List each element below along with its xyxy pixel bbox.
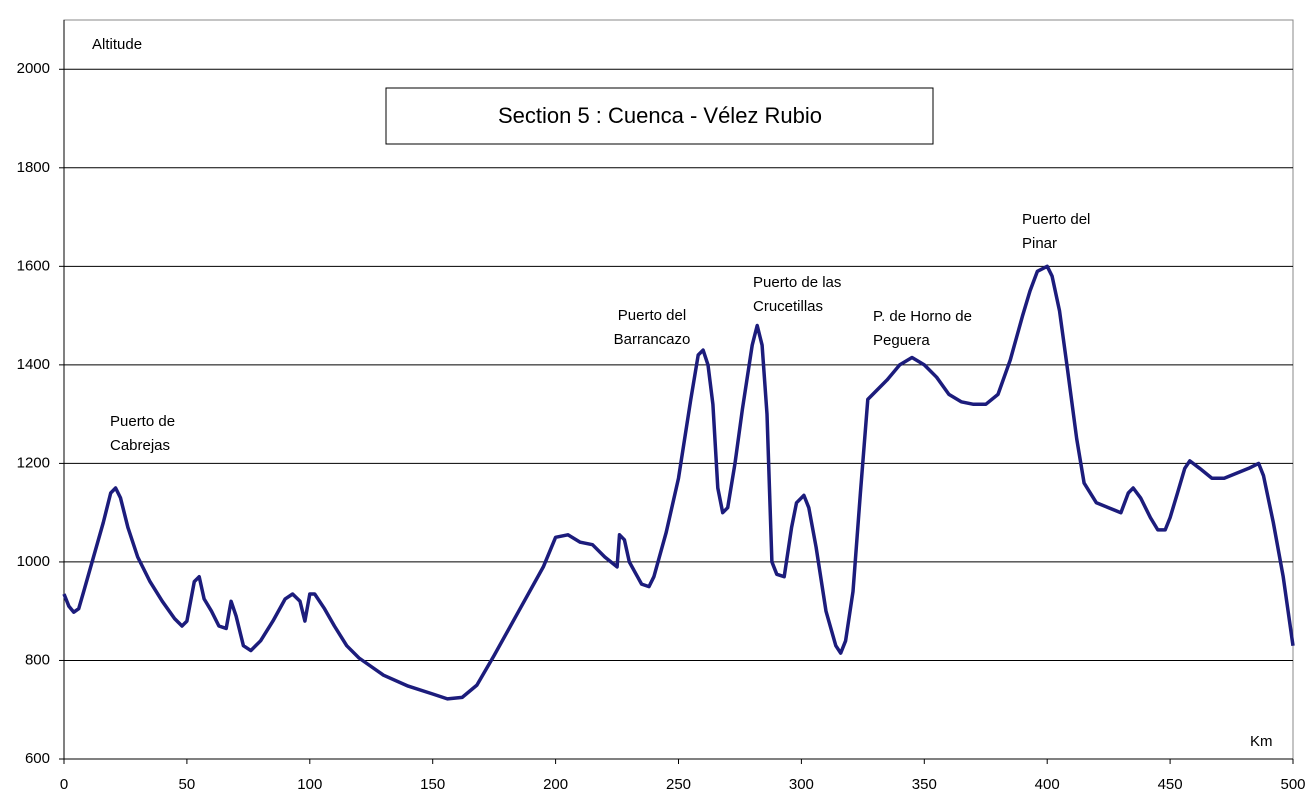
y-axis-label: Altitude <box>92 36 142 53</box>
y-tick-label: 1800 <box>17 159 50 176</box>
chart-title: Section 5 : Cuenca - Vélez Rubio <box>498 103 822 128</box>
title-box <box>385 87 934 145</box>
y-tick-label: 800 <box>25 651 50 668</box>
x-axis-label: Km <box>1250 733 1273 750</box>
x-tick-label: 100 <box>297 776 322 793</box>
x-tick-label: 350 <box>912 776 937 793</box>
x-tick-label: 400 <box>1035 776 1060 793</box>
peak-annotation: P. de Horno de <box>873 308 972 325</box>
x-tick-label: 200 <box>543 776 568 793</box>
y-tick-label: 2000 <box>17 60 50 77</box>
x-tick-label: 300 <box>789 776 814 793</box>
peak-annotation: Peguera <box>873 332 930 349</box>
peak-annotation: Cabrejas <box>110 437 170 454</box>
x-tick-label: 0 <box>60 776 68 793</box>
y-tick-label: 1400 <box>17 356 50 373</box>
elevation-line <box>62 264 1295 701</box>
x-tick-label: 150 <box>420 776 445 793</box>
peak-annotation: Puerto de las <box>753 274 841 291</box>
peak-annotation: Puerto del <box>618 307 686 324</box>
y-tick-label: 1600 <box>17 257 50 274</box>
x-tick-label: 450 <box>1158 776 1183 793</box>
peak-annotation: Barrancazo <box>614 331 691 348</box>
peak-annotation: Puerto del <box>1022 211 1090 228</box>
y-tick-label: 1000 <box>17 553 50 570</box>
x-tick-label: 500 <box>1280 776 1305 793</box>
peak-annotation: Crucetillas <box>753 298 823 315</box>
x-tick-label: 50 <box>179 776 196 793</box>
y-tick-label: 600 <box>25 750 50 767</box>
peak-annotation: Puerto de <box>110 413 175 430</box>
y-tick-label: 1200 <box>17 454 50 471</box>
peak-annotation: Pinar <box>1022 235 1057 252</box>
x-tick-label: 250 <box>666 776 691 793</box>
